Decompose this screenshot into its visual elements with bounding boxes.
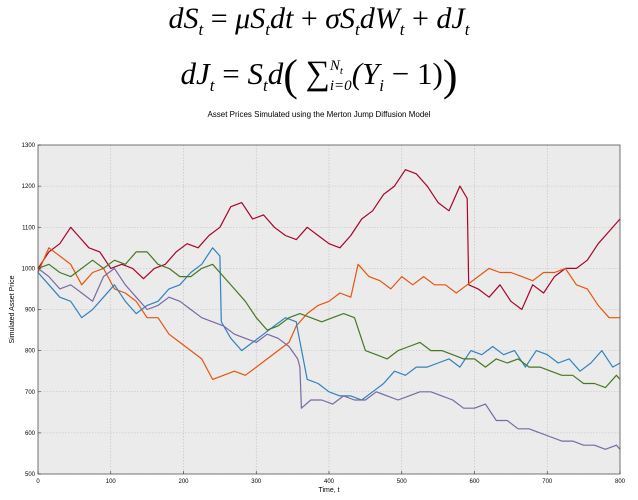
y-tick-label: 600: [25, 431, 36, 437]
eq1-plus2: +: [412, 2, 429, 35]
eq2-lparen: (: [283, 51, 298, 100]
sum-symbol: ∑: [305, 55, 330, 92]
series-line-2: [37, 247, 620, 380]
y-tick-label: 1000: [22, 266, 36, 272]
series-line-4: [37, 251, 621, 389]
y-tick-label: 1300: [22, 143, 36, 149]
eq1-sub-t4: t: [399, 20, 405, 39]
y-tick-label: 1100: [22, 225, 36, 231]
y-axis-label: Simulated Asset Price: [9, 275, 16, 343]
eq2-S: S: [247, 56, 264, 91]
series-line-1: [37, 169, 621, 311]
eq2-d: d: [267, 56, 284, 91]
sum-upper: N: [329, 58, 340, 75]
x-tick-label: 500: [397, 479, 408, 485]
equation-sde: dSt = μStdt + σStdWt + dJt: [0, 2, 638, 40]
eq2-dJ: dJ: [180, 56, 210, 91]
y-tick-label: 1200: [22, 184, 36, 190]
sum-lower: i=0: [329, 78, 352, 95]
eq1-equals: =: [210, 2, 228, 35]
x-tick-label: 100: [106, 479, 117, 485]
eq1-sub-t5: t: [464, 20, 470, 39]
y-tick-label: 500: [25, 472, 36, 478]
eq1-dW: dW: [359, 2, 400, 35]
eq1-sub-t: t: [198, 20, 204, 39]
sum-limits: Nt i=0: [330, 59, 352, 94]
eq1-diffusion: σS: [325, 2, 356, 35]
x-tick-label: 400: [324, 479, 335, 485]
series-line-5: [37, 267, 621, 450]
equation-jump: dJt = Std( ∑ Nt i=0 (Yi − 1)): [0, 50, 638, 101]
sum-upper-sub: t: [339, 65, 343, 78]
eq1-dJ: dJ: [436, 2, 465, 35]
eq2-minus-one: − 1): [384, 56, 443, 91]
y-tick-label: 900: [25, 308, 36, 314]
eq1-plus: +: [300, 2, 318, 35]
x-tick-label: 0: [36, 479, 40, 485]
eq2-sub-t2: t: [263, 76, 268, 96]
y-tick-label: 800: [25, 349, 36, 355]
eq1-sub-t2: t: [265, 20, 270, 39]
x-tick-label: 200: [178, 479, 189, 485]
eq1-dS: dS: [168, 2, 199, 35]
y-tick-label: 700: [25, 390, 36, 396]
eq2-sub-t: t: [209, 76, 215, 96]
eq2-rparen: ): [442, 51, 458, 100]
x-tick-label: 800: [615, 479, 626, 485]
eq2-inner: (Y: [351, 56, 380, 91]
chart-title: Asset Prices Simulated using the Merton …: [207, 110, 431, 119]
x-tick-label: 700: [542, 479, 553, 485]
eq1-sub-t3: t: [355, 20, 360, 39]
x-tick-label: 600: [469, 479, 480, 485]
eq1-dt: dt: [269, 2, 294, 35]
eq2-sub-i: i: [379, 76, 384, 96]
eq2-equals: =: [222, 56, 240, 91]
line-chart: 0 100 200 300 400 500 600 700 800 500 600 700 800 900…: [9, 143, 626, 494]
x-tick-label: 300: [251, 479, 262, 485]
x-axis-label: Time, t: [318, 487, 339, 494]
eq1-drift: μS: [235, 2, 266, 35]
